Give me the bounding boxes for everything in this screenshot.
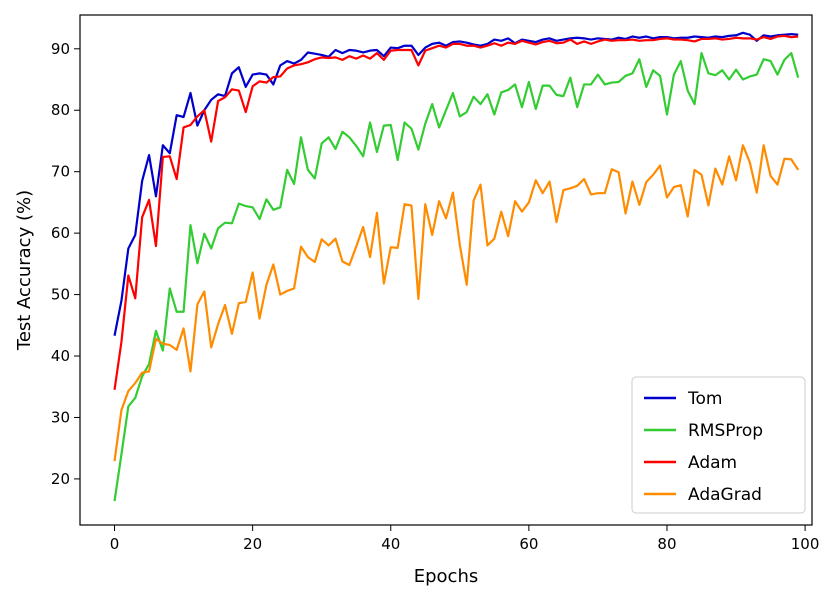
plot-frame <box>79 14 813 526</box>
series-line-rmsprop <box>113 51 800 502</box>
x-tick-label: 100 <box>791 535 820 553</box>
x-tick-label: 60 <box>519 535 538 553</box>
y-tick-label: 50 <box>51 286 70 304</box>
legend-label-adam: Adam <box>688 453 737 473</box>
y-tick-label: 30 <box>51 408 70 426</box>
x-tick-label: 0 <box>110 535 120 553</box>
y-tick-label: 60 <box>51 224 70 242</box>
x-axis: 0 20 40 60 80 100 <box>110 525 820 553</box>
series-line-adam <box>113 34 799 390</box>
series-line-tom <box>113 31 799 336</box>
legend-label-tom: Tom <box>687 389 722 409</box>
y-tick-label: 70 <box>51 163 70 181</box>
y-tick-label: 20 <box>51 470 70 488</box>
series-line-adagrad <box>113 144 800 462</box>
y-axis: 20 30 40 50 60 70 80 90 <box>51 40 80 488</box>
y-tick-label: 80 <box>51 101 70 119</box>
legend-label-rmsprop: RMSProp <box>688 421 763 441</box>
x-axis-title: Epochs <box>414 566 479 587</box>
y-axis-title: Test Accuracy (%) <box>14 190 35 351</box>
legend-label-adagrad: AdaGrad <box>688 485 762 505</box>
x-tick-label: 40 <box>381 535 400 553</box>
legend-box <box>631 376 806 514</box>
legend: Tom RMSProp Adam AdaGrad <box>631 376 806 514</box>
x-tick-label: 80 <box>657 535 676 553</box>
series-layer <box>113 31 800 502</box>
x-tick-label: 20 <box>243 535 262 553</box>
y-tick-label: 90 <box>51 40 70 58</box>
y-tick-label: 40 <box>51 347 70 365</box>
